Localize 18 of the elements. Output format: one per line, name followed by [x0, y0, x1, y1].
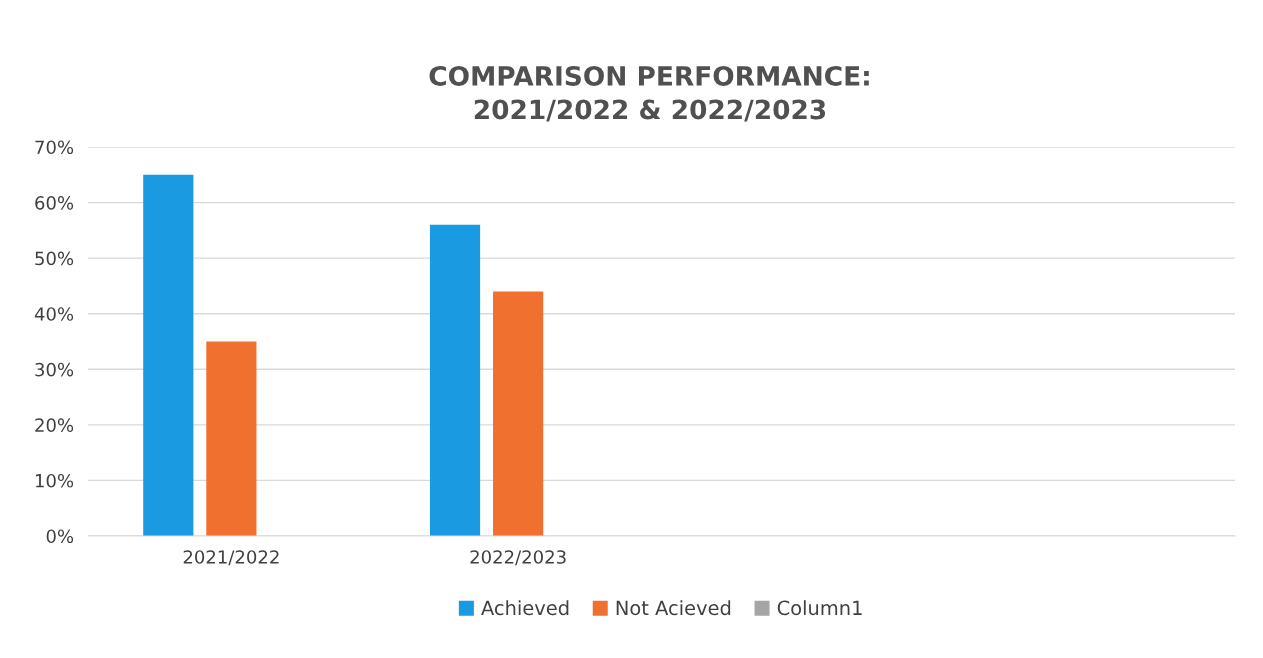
- legend-label: Column1: [777, 600, 862, 616]
- y-tick-label: 60%: [35, 196, 74, 210]
- y-tick-label: 0%: [46, 529, 74, 544]
- y-tick-label: 50%: [35, 251, 74, 266]
- bar: [429, 224, 481, 536]
- y-tick-label: 10%: [35, 473, 74, 488]
- x-tick-label: 2022/2023: [470, 550, 566, 566]
- y-tick-label: 70%: [35, 140, 74, 155]
- legend-label: Not Acieved: [616, 600, 731, 616]
- x-tick-label: 2021/2022: [183, 550, 279, 566]
- y-tick-label: 30%: [35, 362, 74, 377]
- bar: [143, 174, 194, 536]
- legend-label: Achieved: [481, 600, 569, 616]
- y-tick-label: 40%: [34, 307, 74, 321]
- bar: [493, 291, 544, 536]
- chart-title: COMPARISON PERFORMANCE: 2021/2022 & 2022/2023: [429, 65, 869, 122]
- bar: [206, 341, 257, 536]
- y-tick-label: 20%: [35, 418, 74, 432]
